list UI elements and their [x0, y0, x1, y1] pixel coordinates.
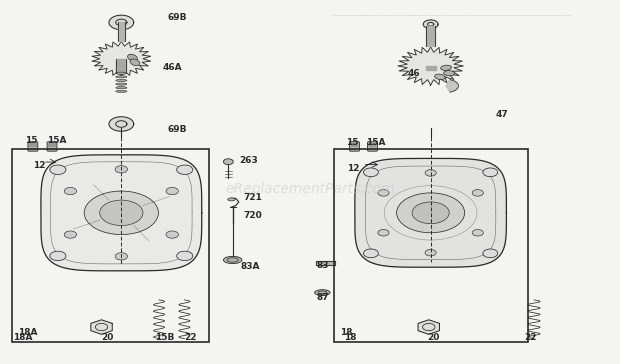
Polygon shape	[426, 66, 436, 70]
Text: 721: 721	[244, 193, 263, 202]
Polygon shape	[109, 117, 134, 131]
Ellipse shape	[314, 290, 330, 296]
FancyBboxPatch shape	[28, 142, 38, 151]
Ellipse shape	[441, 65, 451, 70]
Circle shape	[64, 187, 77, 195]
Bar	[12, 149, 208, 341]
Text: 69B: 69B	[168, 125, 187, 134]
Polygon shape	[91, 320, 112, 334]
Polygon shape	[355, 158, 507, 267]
Circle shape	[223, 159, 233, 165]
Text: 46A: 46A	[163, 63, 182, 72]
Polygon shape	[423, 20, 438, 29]
Ellipse shape	[223, 256, 242, 264]
Circle shape	[177, 251, 193, 261]
Circle shape	[397, 193, 464, 233]
FancyBboxPatch shape	[47, 142, 57, 151]
Ellipse shape	[435, 74, 445, 80]
Text: 18A: 18A	[13, 333, 33, 342]
Circle shape	[363, 249, 378, 258]
Polygon shape	[446, 80, 458, 92]
Text: 46: 46	[408, 69, 420, 78]
Polygon shape	[109, 15, 134, 30]
Ellipse shape	[444, 71, 454, 76]
Text: 12: 12	[347, 164, 360, 173]
Polygon shape	[117, 59, 126, 73]
Circle shape	[425, 249, 436, 256]
Text: 87: 87	[316, 293, 329, 302]
Ellipse shape	[130, 59, 140, 66]
Circle shape	[84, 191, 159, 234]
Ellipse shape	[228, 198, 235, 201]
Circle shape	[472, 190, 484, 196]
Circle shape	[378, 190, 389, 196]
Bar	[334, 149, 528, 341]
Ellipse shape	[116, 79, 127, 82]
Circle shape	[50, 165, 66, 174]
Text: 18: 18	[340, 328, 352, 337]
Circle shape	[100, 200, 143, 226]
Text: 15B: 15B	[156, 333, 175, 342]
Polygon shape	[41, 155, 202, 271]
FancyBboxPatch shape	[368, 142, 378, 151]
Text: eReplacementParts.com: eReplacementParts.com	[225, 182, 395, 196]
Circle shape	[483, 249, 498, 258]
Circle shape	[483, 168, 498, 177]
Text: 720: 720	[244, 211, 262, 220]
Circle shape	[115, 166, 128, 173]
Text: 20: 20	[428, 333, 440, 342]
Text: 83A: 83A	[241, 262, 260, 270]
Text: 83: 83	[316, 261, 329, 270]
Text: 15A: 15A	[47, 136, 66, 145]
Circle shape	[64, 231, 77, 238]
Text: 22: 22	[525, 333, 537, 342]
Polygon shape	[316, 261, 335, 265]
Ellipse shape	[128, 54, 138, 61]
Text: 20: 20	[102, 333, 114, 342]
Polygon shape	[118, 23, 125, 40]
Circle shape	[472, 230, 484, 236]
Polygon shape	[427, 26, 435, 46]
Polygon shape	[92, 41, 151, 76]
Text: 12: 12	[33, 161, 45, 170]
Ellipse shape	[116, 72, 127, 74]
Circle shape	[412, 202, 449, 224]
Circle shape	[166, 231, 179, 238]
Circle shape	[177, 165, 193, 174]
Text: 47: 47	[495, 110, 508, 119]
Text: 15A: 15A	[366, 138, 385, 147]
Ellipse shape	[116, 76, 127, 78]
Text: 15: 15	[346, 138, 358, 147]
Text: 22: 22	[184, 333, 197, 342]
Ellipse shape	[116, 90, 127, 92]
Circle shape	[363, 168, 378, 177]
Text: 18A: 18A	[18, 328, 38, 337]
Circle shape	[50, 251, 66, 261]
Text: 69B: 69B	[168, 12, 187, 21]
Text: 15: 15	[25, 136, 38, 145]
Circle shape	[425, 170, 436, 176]
Text: 18: 18	[344, 333, 356, 342]
Ellipse shape	[116, 83, 127, 85]
Text: 263: 263	[239, 157, 258, 166]
Polygon shape	[398, 47, 463, 85]
Circle shape	[115, 253, 128, 260]
FancyBboxPatch shape	[350, 142, 360, 151]
Circle shape	[166, 187, 179, 195]
Circle shape	[378, 230, 389, 236]
Polygon shape	[418, 320, 440, 334]
Ellipse shape	[116, 87, 127, 89]
